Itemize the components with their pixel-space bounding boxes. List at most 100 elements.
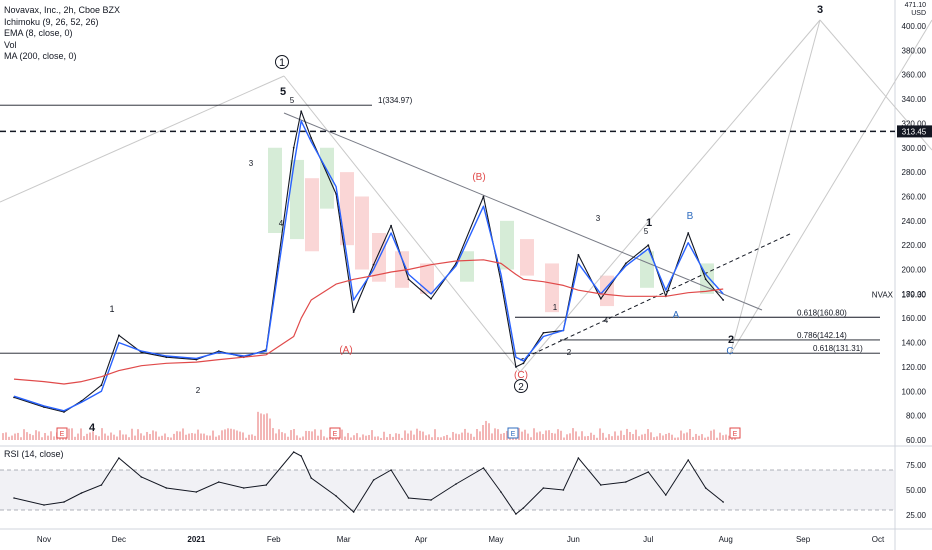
- volume-bar: [440, 437, 442, 440]
- volume-bar: [293, 429, 295, 440]
- x-tick-label: Nov: [37, 535, 51, 544]
- volume-bar: [557, 429, 559, 440]
- wave-label-19: A: [673, 310, 680, 321]
- fib-label-1: 0.618(160.80): [797, 308, 847, 317]
- volume-bar: [8, 436, 10, 440]
- axis-currency: USD: [911, 10, 926, 17]
- legend-ema[interactable]: EMA (8, close, 0): [4, 28, 73, 38]
- volume-bar: [47, 435, 49, 440]
- volume-bar: [413, 434, 415, 440]
- legend-ma[interactable]: MA (200, close, 0): [4, 51, 77, 61]
- wave-label-13: 1: [646, 217, 652, 229]
- price-point: [390, 224, 392, 227]
- volume-bar: [494, 428, 496, 440]
- price-point: [407, 278, 410, 281]
- volume-bar: [383, 431, 385, 440]
- volume-bar: [143, 435, 145, 440]
- volume-bar: [386, 437, 388, 440]
- volume-bar: [575, 431, 577, 440]
- volume-bar: [728, 435, 730, 440]
- price-point: [372, 263, 375, 266]
- volume-bar: [662, 435, 664, 440]
- price-axis: 400.00380.00360.00340.00320.00300.00280.…: [37, 2, 932, 544]
- wave-label-21: C: [726, 346, 733, 357]
- volume-bar: [629, 432, 631, 440]
- volume-bar: [323, 436, 325, 440]
- rsi-point: [577, 457, 580, 459]
- volume-bar: [233, 429, 235, 440]
- volume-bar: [266, 413, 268, 440]
- volume-bar: [380, 437, 382, 440]
- earnings-letter-3: E: [733, 431, 738, 438]
- wave-label-0: 1: [109, 304, 114, 314]
- projection-line: [283, 75, 521, 373]
- rsi-point: [390, 469, 392, 471]
- rsi-point: [195, 491, 198, 493]
- volume-bar: [683, 433, 685, 440]
- y-tick-label: 80.00: [906, 412, 927, 421]
- volume-bar: [185, 434, 187, 440]
- rsi-point: [687, 459, 690, 461]
- rsi-point: [500, 491, 502, 493]
- volume-bar: [665, 433, 667, 440]
- volume-bar: [704, 437, 706, 440]
- volume-bar: [305, 430, 307, 440]
- volume-bar: [164, 433, 166, 440]
- legend-ichimoku[interactable]: Ichimoku (9, 26, 52, 26): [4, 16, 99, 27]
- earnings-letter-2: E: [511, 431, 516, 438]
- wave-label-3: 3: [249, 159, 254, 168]
- volume-bar: [179, 431, 181, 440]
- earnings-letter-0: E: [60, 431, 65, 438]
- rsi-point: [522, 507, 525, 509]
- volume-bar: [80, 428, 82, 440]
- volume-bar: [554, 433, 556, 440]
- rsi-legend[interactable]: RSI (14, close): [4, 449, 64, 459]
- volume-bar: [302, 436, 304, 440]
- x-tick-label: Aug: [719, 535, 733, 544]
- volume-bar: [254, 435, 256, 440]
- volume-bar: [5, 432, 7, 440]
- volume-bar: [35, 430, 37, 440]
- volume-bar: [725, 434, 727, 440]
- kumo-segment-0: [268, 147, 282, 233]
- x-tick-label: Jun: [567, 535, 580, 544]
- legend-vol[interactable]: Vol: [4, 39, 17, 50]
- descending-trendline: [283, 112, 763, 311]
- volume-bar: [401, 437, 403, 440]
- fib-label-2: 0.786(142.14): [797, 331, 847, 340]
- volume-bar: [230, 428, 232, 440]
- volume-bar: [281, 432, 283, 440]
- volume-bar: [632, 434, 634, 440]
- kumo-segment-4: [340, 172, 354, 246]
- x-tick-label: Feb: [267, 535, 281, 544]
- volume-bar: [533, 428, 535, 440]
- volume-bar: [71, 428, 73, 440]
- wave-label-18: B: [687, 211, 694, 222]
- volume-bar: [344, 436, 346, 440]
- volume-bar: [416, 428, 418, 440]
- rsi-point: [118, 457, 120, 459]
- wave-label-15: 1: [553, 303, 558, 312]
- volume-bar: [14, 433, 16, 440]
- x-tick-label: 2021: [187, 535, 205, 544]
- wave-label-10: (C): [514, 370, 528, 381]
- volume-bar: [122, 434, 124, 440]
- y-tick-label: 160.00: [902, 314, 927, 323]
- y-tick-label: 180.00: [902, 290, 927, 299]
- volume-bar: [458, 434, 460, 440]
- kumo-segment-14: [640, 251, 654, 288]
- volume-bar: [467, 432, 469, 440]
- fib-label-0: 1(334.97): [378, 96, 413, 105]
- volume-bar: [86, 433, 88, 440]
- volume-bar: [593, 434, 595, 440]
- volume-bar: [197, 429, 199, 440]
- volume-bar: [437, 437, 439, 440]
- volume-bar: [308, 431, 310, 440]
- volume-bar: [536, 432, 538, 440]
- volume-bar: [284, 433, 286, 440]
- volume-bar: [572, 428, 574, 440]
- projection-line: [519, 19, 821, 373]
- volume-bar: [104, 433, 106, 440]
- volume-bar: [206, 435, 208, 440]
